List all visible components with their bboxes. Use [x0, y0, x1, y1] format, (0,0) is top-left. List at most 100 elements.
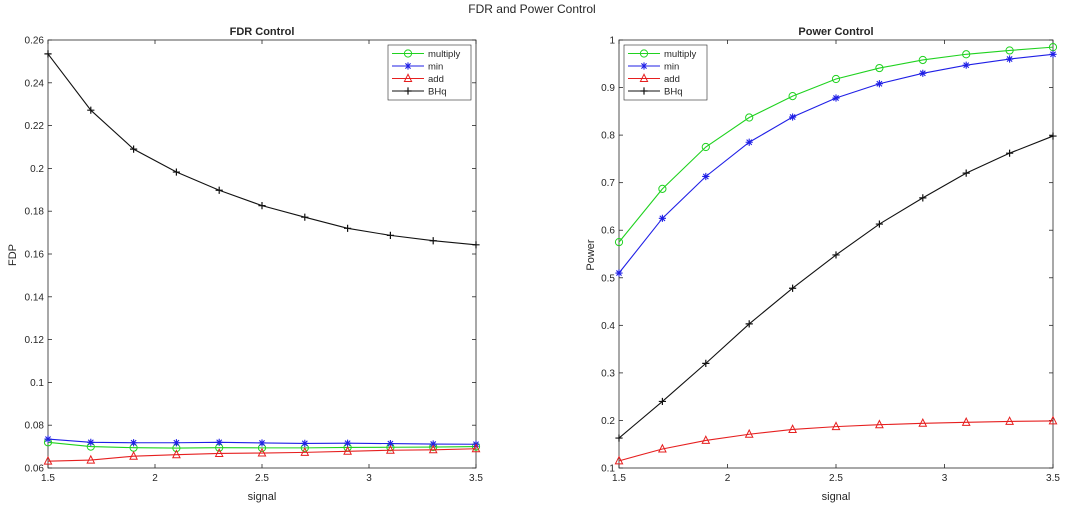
data-point-add [257, 447, 267, 457]
data-point-min [919, 69, 927, 77]
legend-marker [640, 62, 648, 70]
data-point-BHq [962, 169, 970, 177]
x-tick-label: 1.5 [612, 473, 626, 484]
data-point-min [962, 61, 970, 69]
y-tick-label: 0.6 [601, 226, 615, 237]
data-point-BHq [789, 284, 797, 292]
y-tick-label: 0.26 [25, 36, 45, 47]
x-tick-label: 2 [152, 473, 158, 484]
data-point-add [614, 455, 624, 465]
y-tick-label: 0.1 [601, 464, 615, 475]
data-point-add [1005, 416, 1015, 425]
legend-label: BHq [428, 87, 446, 98]
y-tick-label: 0.5 [601, 273, 615, 284]
legend-label: add [428, 74, 444, 85]
data-point-add [874, 419, 884, 429]
data-point-multiply [962, 50, 971, 59]
series-line-add [47, 448, 477, 462]
plot-area [47, 39, 477, 469]
series-min [44, 435, 480, 448]
data-point-min [215, 438, 223, 446]
data-point-min [172, 439, 180, 447]
data-point-add [657, 443, 667, 453]
chart-title: FDR Control [230, 26, 295, 38]
series-multiply [614, 43, 1058, 247]
series-BHq [615, 132, 1057, 442]
data-point-add [831, 421, 841, 431]
y-tick-label: 0.14 [25, 292, 45, 303]
data-point-min [615, 269, 623, 277]
data-point-min [658, 214, 666, 222]
y-tick-label: 0.3 [601, 368, 615, 379]
data-point-add [86, 454, 96, 464]
legend-item-BHq: BHq [628, 87, 682, 98]
data-point-min [87, 438, 95, 446]
data-point-multiply [788, 92, 797, 101]
data-point-add [788, 424, 798, 433]
legend-marker [639, 49, 649, 58]
y-tick-label: 0.12 [25, 335, 45, 346]
data-point-multiply [745, 113, 754, 122]
data-point-min [1006, 55, 1014, 63]
data-point-BHq [472, 241, 480, 249]
data-point-add [1048, 415, 1058, 425]
data-point-BHq [44, 50, 52, 58]
y-axis-label: Power [585, 239, 597, 271]
data-point-BHq [745, 320, 753, 328]
legend-item-add: add [628, 73, 680, 85]
data-point-BHq [386, 231, 394, 239]
series-add [43, 443, 481, 465]
data-point-multiply [658, 184, 667, 193]
data-point-min [875, 80, 883, 88]
legend-label: BHq [664, 87, 682, 98]
y-tick-label: 0.24 [25, 78, 45, 89]
y-tick-label: 0.7 [601, 178, 615, 189]
chart-title: Power Control [798, 26, 873, 38]
legend-item-min: min [392, 62, 443, 73]
y-tick-label: 0.1 [30, 378, 44, 389]
x-tick-label: 3.5 [469, 473, 483, 484]
data-point-add [343, 445, 353, 455]
x-axis-label: signal [822, 491, 851, 503]
data-point-min [386, 440, 394, 448]
legend-marker [403, 73, 413, 82]
legend-item-multiply: multiply [628, 49, 696, 60]
figure-title: FDR and Power Control [468, 2, 595, 16]
data-point-BHq [215, 186, 223, 194]
data-point-multiply [701, 142, 710, 152]
data-point-min [745, 138, 753, 146]
data-point-BHq [615, 434, 623, 442]
fdr-control-chart: FDR Control signal FDP 1.5 2 2.5 3 3.5 0.06 0.… [7, 26, 483, 503]
data-point-add [918, 417, 928, 427]
x-axis-label: signal [248, 491, 277, 503]
legend-marker [639, 73, 649, 82]
data-point-BHq [919, 194, 927, 202]
x-tick-label: 3 [366, 473, 372, 484]
legend-marker [403, 49, 413, 58]
series-BHq [44, 50, 480, 249]
data-point-min [258, 439, 266, 447]
y-tick-label: 0.18 [25, 207, 45, 218]
y-tick-label: 1 [609, 36, 615, 47]
data-point-min [702, 172, 710, 181]
data-point-add [300, 447, 310, 456]
legend-item-BHq: BHq [392, 87, 446, 98]
legend-item-multiply: multiply [392, 49, 460, 60]
data-point-add [129, 450, 139, 460]
legend-item-add: add [392, 73, 444, 85]
legend-marker [640, 87, 648, 95]
data-point-BHq [172, 168, 180, 176]
data-point-add [385, 444, 395, 454]
x-tick-label: 2.5 [255, 473, 269, 484]
power-control-chart: Power Control signal Power 1.5 2 2.5 3 3.5 0.… [585, 26, 1060, 503]
data-point-add [171, 449, 181, 459]
data-point-multiply [875, 63, 884, 73]
data-point-BHq [702, 359, 710, 367]
series-add [614, 415, 1058, 465]
data-point-BHq [130, 145, 138, 153]
data-point-BHq [1049, 132, 1057, 140]
series-line-add [618, 420, 1054, 462]
series-min [615, 50, 1057, 277]
